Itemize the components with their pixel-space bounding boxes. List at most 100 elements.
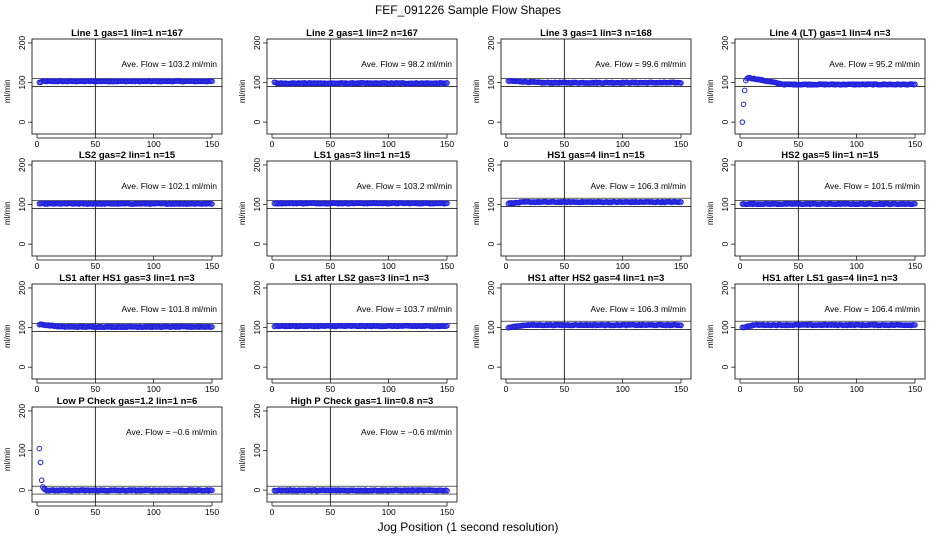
x-tick-label: 100 xyxy=(616,384,630,394)
x-tick-label: 0 xyxy=(270,139,275,149)
data-points xyxy=(36,78,215,86)
panel-3: Line 3 gas=1 lin=3 n=168 0 50 100 150 0 100 200… xyxy=(472,28,692,149)
x-tick-label: 150 xyxy=(908,261,922,271)
panel-1: Line 1 gas=1 lin=1 n=167 0 50 100 150 0 100 200… xyxy=(3,28,223,149)
data-point xyxy=(678,199,684,205)
y-tick-label: 200 xyxy=(486,36,496,50)
data-point xyxy=(36,445,43,452)
data-point xyxy=(739,119,746,125)
data-point xyxy=(741,87,748,94)
data-point xyxy=(209,487,215,494)
y-tick-label: 100 xyxy=(252,320,262,334)
x-tick-label: 50 xyxy=(794,384,804,394)
y-axis-label: ml/min xyxy=(238,324,247,348)
x-tick-label: 0 xyxy=(738,261,743,271)
x-tick-label: 0 xyxy=(504,384,509,394)
y-tick-label: 200 xyxy=(720,158,730,172)
y-tick-label: 100 xyxy=(486,75,496,89)
y-axis-label: ml/min xyxy=(706,201,715,225)
panel-5: LS2 gas=2 lin=1 n=15 0 50 100 150 0 100 200 ml/m… xyxy=(3,150,223,271)
x-tick-label: 100 xyxy=(147,139,161,149)
data-point xyxy=(912,81,918,88)
x-tick-label: 100 xyxy=(147,507,161,517)
panel-title: Low P Check gas=1.2 lin=1 n=6 xyxy=(57,396,198,407)
ave-flow-annotation: Ave. Flow = 102.1 ml/min xyxy=(121,181,217,191)
y-tick-label: 100 xyxy=(720,197,730,211)
y-tick-label: 0 xyxy=(720,364,730,369)
y-tick-label: 200 xyxy=(720,281,730,295)
panel-12: HS1 after LS1 gas=4 lin=1 n=3 0 50 100 150 0 1… xyxy=(706,273,926,394)
y-tick-label: 200 xyxy=(252,36,262,50)
y-tick-label: 100 xyxy=(486,197,496,211)
x-tick-label: 50 xyxy=(326,507,336,517)
x-tick-label: 0 xyxy=(35,261,40,271)
x-tick-label: 0 xyxy=(35,507,40,517)
x-tick-label: 100 xyxy=(147,384,161,394)
x-tick-label: 50 xyxy=(91,139,101,149)
data-point xyxy=(678,322,684,329)
panel-title: HS2 gas=5 lin=1 n=15 xyxy=(781,150,879,161)
x-tick-label: 150 xyxy=(440,139,454,149)
ave-flow-annotation: Ave. Flow = 106.3 ml/min xyxy=(590,181,686,191)
panels: Line 1 gas=1 lin=1 n=167 0 50 100 150 0 100 200… xyxy=(3,28,926,517)
data-points xyxy=(739,74,918,125)
x-tick-label: 0 xyxy=(504,139,509,149)
x-tick-label: 0 xyxy=(738,384,743,394)
plot-frame xyxy=(734,283,926,380)
y-tick-label: 100 xyxy=(17,320,27,334)
y-axis-label: ml/min xyxy=(238,201,247,225)
y-tick-label: 200 xyxy=(486,158,496,172)
panel-title: LS1 after LS2 gas=3 lin=1 n=3 xyxy=(295,273,429,284)
y-axis-label: ml/min xyxy=(472,324,481,348)
ave-flow-annotation: Ave. Flow = 99.6 ml/min xyxy=(595,59,686,69)
data-point xyxy=(37,459,44,466)
panel-11: HS1 after HS2 gas=4 lin=1 n=3 0 50 100 150 0 1… xyxy=(472,273,692,394)
panel-13: Low P Check gas=1.2 lin=1 n=6 0 50 100 150 0 1… xyxy=(3,396,223,517)
y-tick-label: 0 xyxy=(252,119,262,124)
y-tick-label: 0 xyxy=(486,119,496,124)
panel-6: LS1 gas=3 lin=1 n=15 0 50 100 150 0 100 200 ml/m… xyxy=(238,150,458,271)
y-tick-label: 0 xyxy=(17,241,27,246)
plot-frame xyxy=(500,160,692,257)
x-tick-label: 50 xyxy=(794,261,804,271)
panel-title: High P Check gas=1 lin=0.8 n=3 xyxy=(291,396,434,407)
panel-title: Line 1 gas=1 lin=1 n=167 xyxy=(71,28,183,39)
data-point xyxy=(209,78,215,85)
data-point xyxy=(912,201,918,207)
x-tick-label: 50 xyxy=(326,384,336,394)
data-point xyxy=(444,80,450,86)
y-tick-label: 200 xyxy=(486,281,496,295)
x-tick-label: 150 xyxy=(908,384,922,394)
x-tick-label: 150 xyxy=(205,261,219,271)
ave-flow-annotation: Ave. Flow = −0.6 ml/min xyxy=(126,427,217,437)
y-tick-label: 0 xyxy=(252,487,262,492)
panel-title: HS1 after HS2 gas=4 lin=1 n=3 xyxy=(528,273,665,284)
y-tick-label: 100 xyxy=(486,320,496,334)
x-tick-label: 0 xyxy=(35,139,40,149)
data-point xyxy=(209,324,215,330)
y-axis-label: ml/min xyxy=(3,324,12,348)
panel-8: HS2 gas=5 lin=1 n=15 0 50 100 150 0 100 200 ml/m… xyxy=(706,150,926,271)
y-tick-label: 100 xyxy=(252,75,262,89)
panel-title: HS1 after LS1 gas=4 lin=1 n=3 xyxy=(762,273,897,284)
x-tick-label: 0 xyxy=(738,139,743,149)
x-tick-label: 150 xyxy=(440,507,454,517)
panel-title: LS1 after HS1 gas=3 lin=1 n=3 xyxy=(59,273,194,284)
y-tick-label: 0 xyxy=(17,119,27,124)
data-point xyxy=(38,477,45,484)
data-point xyxy=(444,487,450,494)
x-tick-label: 150 xyxy=(674,139,688,149)
panel-title: HS1 gas=4 lin=1 n=15 xyxy=(547,150,645,161)
x-tick-label: 150 xyxy=(908,139,922,149)
x-tick-label: 150 xyxy=(205,139,219,149)
x-tick-label: 100 xyxy=(382,139,396,149)
y-tick-label: 200 xyxy=(252,158,262,172)
x-tick-label: 50 xyxy=(91,507,101,517)
x-tick-label: 0 xyxy=(270,384,275,394)
x-tick-label: 50 xyxy=(560,139,570,149)
y-tick-label: 0 xyxy=(252,364,262,369)
y-tick-label: 200 xyxy=(17,281,27,295)
data-point xyxy=(678,80,684,86)
data-points xyxy=(271,79,450,87)
